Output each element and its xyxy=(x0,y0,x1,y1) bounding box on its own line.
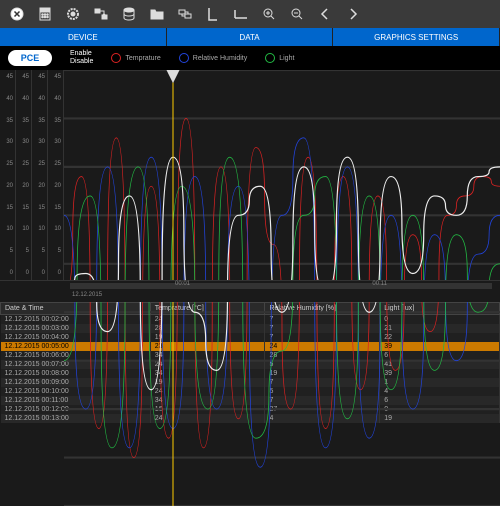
calculator-icon[interactable] xyxy=(32,3,58,25)
folder-icon[interactable] xyxy=(144,3,170,25)
time-slider[interactable] xyxy=(70,283,492,289)
database-icon[interactable] xyxy=(116,3,142,25)
enable-label: EnableDisable xyxy=(70,50,93,65)
chart-area: 4540353025201510504540353025201510504540… xyxy=(0,70,500,280)
date-label: 12.12.2015 xyxy=(72,292,102,298)
zoom-in-icon[interactable] xyxy=(256,3,282,25)
gear-icon[interactable] xyxy=(60,3,86,25)
tab-device[interactable]: DEVICE xyxy=(0,28,167,46)
logo: PCE xyxy=(8,50,52,66)
time-tick: 00:01 xyxy=(175,281,190,287)
transfer-icon[interactable] xyxy=(172,3,198,25)
zoom-out-icon[interactable] xyxy=(284,3,310,25)
chart-plot[interactable] xyxy=(64,70,500,280)
ruler-v-icon[interactable] xyxy=(200,3,226,25)
connect-icon[interactable] xyxy=(88,3,114,25)
toolbar xyxy=(0,0,500,28)
legend-bar: PCE EnableDisable Temprature Relative Hu… xyxy=(0,46,500,70)
legend-light[interactable]: Light xyxy=(265,53,294,63)
tab-data[interactable]: DATA xyxy=(167,28,334,46)
legend-humidity[interactable]: Relative Humidity xyxy=(179,53,247,63)
circle-icon xyxy=(111,53,121,63)
y-axes: 4540353025201510504540353025201510504540… xyxy=(0,70,64,280)
ruler-h-icon[interactable] xyxy=(228,3,254,25)
time-bar: 12.12.2015 00:01 00:11 xyxy=(0,280,500,302)
tab-bar: DEVICE DATA GRAPHICS SETTINGS xyxy=(0,28,500,46)
circle-icon xyxy=(179,53,189,63)
next-icon[interactable] xyxy=(340,3,366,25)
legend-temp[interactable]: Temprature xyxy=(111,53,160,63)
time-tick: 00:11 xyxy=(372,281,387,287)
circle-icon xyxy=(265,53,275,63)
prev-icon[interactable] xyxy=(312,3,338,25)
tab-graphics[interactable]: GRAPHICS SETTINGS xyxy=(333,28,500,46)
close-icon[interactable] xyxy=(4,3,30,25)
